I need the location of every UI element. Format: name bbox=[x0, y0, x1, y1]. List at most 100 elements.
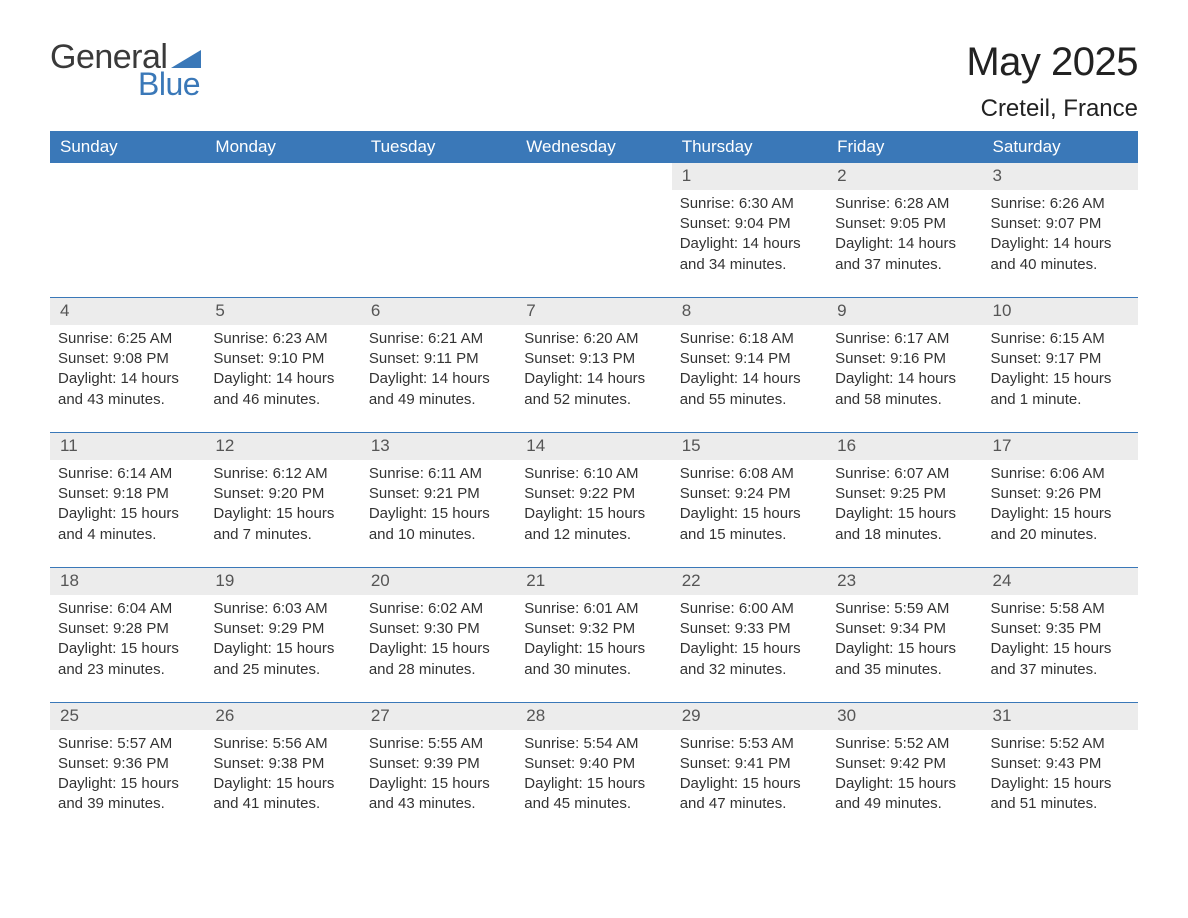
sunrise-line: Sunrise: 6:01 AM bbox=[524, 599, 663, 619]
daylight-line: Daylight: 15 hours and 32 minutes. bbox=[680, 639, 819, 680]
sunset-line: Sunset: 9:11 PM bbox=[369, 349, 508, 369]
day-number-cell: 19 bbox=[205, 567, 360, 594]
col-friday: Friday bbox=[827, 131, 982, 163]
daylight-line: Daylight: 15 hours and 47 minutes. bbox=[680, 774, 819, 815]
day-number-row: 25262728293031 bbox=[50, 702, 1138, 729]
day-data-cell: Sunrise: 6:04 AMSunset: 9:28 PMDaylight:… bbox=[50, 595, 205, 703]
sunrise-line: Sunrise: 6:14 AM bbox=[58, 464, 197, 484]
daylight-line: Daylight: 14 hours and 40 minutes. bbox=[991, 234, 1130, 275]
daylight-line: Daylight: 14 hours and 55 minutes. bbox=[680, 369, 819, 410]
day-number-cell: 8 bbox=[672, 297, 827, 324]
day-data-cell: Sunrise: 6:01 AMSunset: 9:32 PMDaylight:… bbox=[516, 595, 671, 703]
sunrise-line: Sunrise: 6:04 AM bbox=[58, 599, 197, 619]
day-data-cell: Sunrise: 6:11 AMSunset: 9:21 PMDaylight:… bbox=[361, 460, 516, 568]
sunrise-line: Sunrise: 6:25 AM bbox=[58, 329, 197, 349]
sunset-line: Sunset: 9:41 PM bbox=[680, 754, 819, 774]
sunset-line: Sunset: 9:20 PM bbox=[213, 484, 352, 504]
sunset-line: Sunset: 9:30 PM bbox=[369, 619, 508, 639]
daylight-line: Daylight: 15 hours and 25 minutes. bbox=[213, 639, 352, 680]
weekday-header-row: Sunday Monday Tuesday Wednesday Thursday… bbox=[50, 131, 1138, 163]
day-number-cell: 17 bbox=[983, 432, 1138, 459]
day-number-cell: 5 bbox=[205, 297, 360, 324]
day-number-cell: 11 bbox=[50, 432, 205, 459]
day-data-cell: Sunrise: 6:28 AMSunset: 9:05 PMDaylight:… bbox=[827, 190, 982, 298]
sunset-line: Sunset: 9:25 PM bbox=[835, 484, 974, 504]
day-number-cell bbox=[205, 163, 360, 190]
day-data-cell: Sunrise: 5:59 AMSunset: 9:34 PMDaylight:… bbox=[827, 595, 982, 703]
day-data-cell: Sunrise: 6:06 AMSunset: 9:26 PMDaylight:… bbox=[983, 460, 1138, 568]
sunrise-line: Sunrise: 6:10 AM bbox=[524, 464, 663, 484]
daylight-line: Daylight: 15 hours and 18 minutes. bbox=[835, 504, 974, 545]
day-number-cell: 31 bbox=[983, 702, 1138, 729]
day-number-cell: 16 bbox=[827, 432, 982, 459]
day-number-cell: 21 bbox=[516, 567, 671, 594]
day-data-cell: Sunrise: 6:12 AMSunset: 9:20 PMDaylight:… bbox=[205, 460, 360, 568]
col-thursday: Thursday bbox=[672, 131, 827, 163]
daylight-line: Daylight: 15 hours and 7 minutes. bbox=[213, 504, 352, 545]
day-number-cell: 1 bbox=[672, 163, 827, 190]
daylight-line: Daylight: 15 hours and 45 minutes. bbox=[524, 774, 663, 815]
day-number-cell: 26 bbox=[205, 702, 360, 729]
daylight-line: Daylight: 15 hours and 51 minutes. bbox=[991, 774, 1130, 815]
month-title: May 2025 bbox=[966, 40, 1138, 85]
sunset-line: Sunset: 9:16 PM bbox=[835, 349, 974, 369]
day-number-cell: 9 bbox=[827, 297, 982, 324]
day-data-cell: Sunrise: 6:30 AMSunset: 9:04 PMDaylight:… bbox=[672, 190, 827, 298]
sunrise-line: Sunrise: 5:56 AM bbox=[213, 734, 352, 754]
daylight-line: Daylight: 15 hours and 49 minutes. bbox=[835, 774, 974, 815]
sunset-line: Sunset: 9:21 PM bbox=[369, 484, 508, 504]
day-number-cell: 3 bbox=[983, 163, 1138, 190]
day-data-cell: Sunrise: 6:26 AMSunset: 9:07 PMDaylight:… bbox=[983, 190, 1138, 298]
sunrise-line: Sunrise: 6:06 AM bbox=[991, 464, 1130, 484]
col-saturday: Saturday bbox=[983, 131, 1138, 163]
day-data-cell bbox=[361, 190, 516, 298]
sunset-line: Sunset: 9:28 PM bbox=[58, 619, 197, 639]
day-data-cell: Sunrise: 6:03 AMSunset: 9:29 PMDaylight:… bbox=[205, 595, 360, 703]
day-data-cell: Sunrise: 5:52 AMSunset: 9:43 PMDaylight:… bbox=[983, 730, 1138, 837]
day-data-row: Sunrise: 5:57 AMSunset: 9:36 PM Daylight:… bbox=[50, 730, 1138, 837]
day-number-cell: 18 bbox=[50, 567, 205, 594]
day-data-cell bbox=[50, 190, 205, 298]
sunrise-line: Sunrise: 6:21 AM bbox=[369, 329, 508, 349]
day-number-cell: 12 bbox=[205, 432, 360, 459]
sunrise-line: Sunrise: 6:28 AM bbox=[835, 194, 974, 214]
sunset-line: Sunset: 9:36 PM bbox=[58, 754, 197, 774]
daylight-line: Daylight: 14 hours and 37 minutes. bbox=[835, 234, 974, 275]
sunrise-line: Sunrise: 5:55 AM bbox=[369, 734, 508, 754]
logo: General Blue bbox=[50, 40, 201, 100]
day-number-row: 123 bbox=[50, 163, 1138, 190]
day-data-cell: Sunrise: 5:52 AMSunset: 9:42 PMDaylight:… bbox=[827, 730, 982, 837]
day-data-cell: Sunrise: 5:54 AMSunset: 9:40 PMDaylight:… bbox=[516, 730, 671, 837]
day-number-cell bbox=[361, 163, 516, 190]
sunset-line: Sunset: 9:29 PM bbox=[213, 619, 352, 639]
sunrise-line: Sunrise: 6:11 AM bbox=[369, 464, 508, 484]
day-data-row: Sunrise: 6:04 AMSunset: 9:28 PMDaylight:… bbox=[50, 595, 1138, 703]
sunset-line: Sunset: 9:22 PM bbox=[524, 484, 663, 504]
day-number-cell: 10 bbox=[983, 297, 1138, 324]
sunrise-line: Sunrise: 6:18 AM bbox=[680, 329, 819, 349]
daylight-line: Daylight: 15 hours and 23 minutes. bbox=[58, 639, 197, 680]
daylight-line: Daylight: 14 hours and 58 minutes. bbox=[835, 369, 974, 410]
col-sunday: Sunday bbox=[50, 131, 205, 163]
day-number-cell: 7 bbox=[516, 297, 671, 324]
day-data-cell: Sunrise: 5:58 AMSunset: 9:35 PMDaylight:… bbox=[983, 595, 1138, 703]
sunset-line: Sunset: 9:10 PM bbox=[213, 349, 352, 369]
day-data-cell: Sunrise: 6:15 AMSunset: 9:17 PMDaylight:… bbox=[983, 325, 1138, 433]
sunset-line: Sunset: 9:42 PM bbox=[835, 754, 974, 774]
sunrise-line: Sunrise: 5:53 AM bbox=[680, 734, 819, 754]
sunrise-line: Sunrise: 5:54 AM bbox=[524, 734, 663, 754]
day-data-cell: Sunrise: 6:00 AMSunset: 9:33 PMDaylight:… bbox=[672, 595, 827, 703]
sunrise-line: Sunrise: 5:57 AM bbox=[58, 734, 197, 754]
day-data-cell: Sunrise: 6:17 AMSunset: 9:16 PMDaylight:… bbox=[827, 325, 982, 433]
day-data-cell bbox=[516, 190, 671, 298]
col-tuesday: Tuesday bbox=[361, 131, 516, 163]
day-data-row: Sunrise: 6:30 AMSunset: 9:04 PMDaylight:… bbox=[50, 190, 1138, 298]
sunrise-line: Sunrise: 6:26 AM bbox=[991, 194, 1130, 214]
sunset-line: Sunset: 9:04 PM bbox=[680, 214, 819, 234]
daylight-line: Daylight: 15 hours and 30 minutes. bbox=[524, 639, 663, 680]
sunset-line: Sunset: 9:17 PM bbox=[991, 349, 1130, 369]
sunrise-line: Sunrise: 6:23 AM bbox=[213, 329, 352, 349]
day-number-cell: 6 bbox=[361, 297, 516, 324]
day-number-row: 18192021222324 bbox=[50, 567, 1138, 594]
day-number-cell: 20 bbox=[361, 567, 516, 594]
